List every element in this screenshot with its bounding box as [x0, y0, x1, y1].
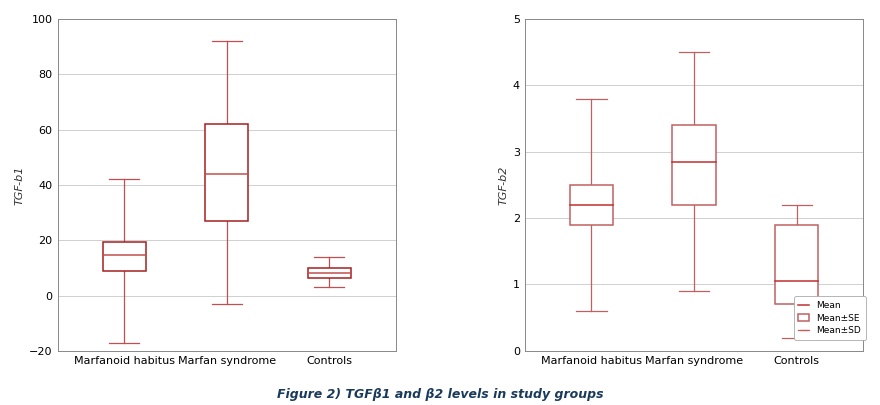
Bar — [103, 242, 146, 271]
Legend: Mean, Mean±SE, Mean±SD: Mean, Mean±SE, Mean±SD — [794, 296, 866, 340]
Bar — [775, 225, 818, 305]
Y-axis label: TGF-b1: TGF-b1 — [15, 165, 25, 205]
Bar — [205, 124, 248, 221]
Text: Figure 2) TGFβ1 and β2 levels in study groups: Figure 2) TGFβ1 and β2 levels in study g… — [276, 388, 604, 401]
Y-axis label: TGF-b2: TGF-b2 — [499, 165, 509, 205]
Bar — [570, 185, 613, 225]
Bar — [672, 125, 715, 205]
Bar — [308, 268, 351, 277]
